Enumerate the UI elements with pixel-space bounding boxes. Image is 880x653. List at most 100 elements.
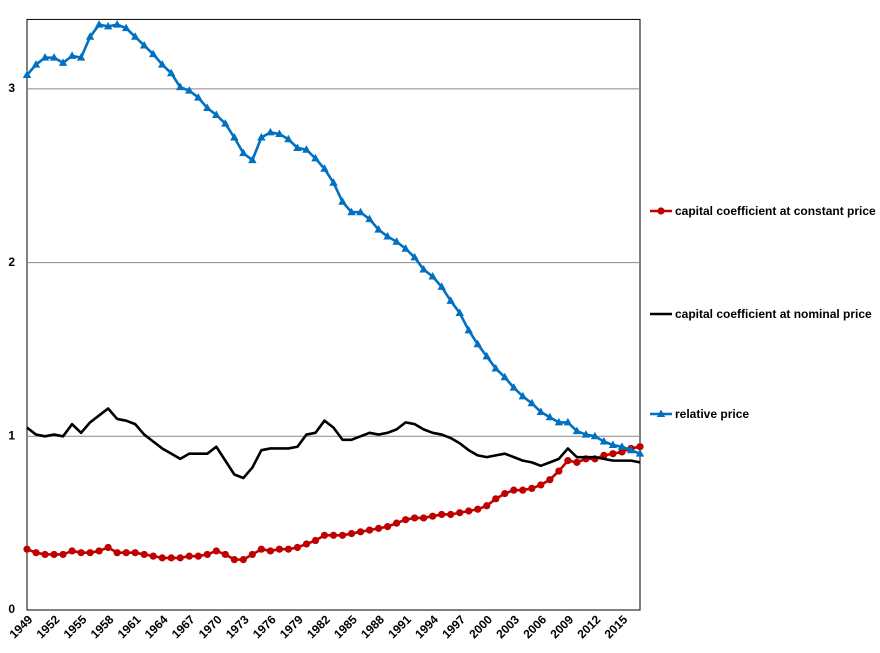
data-point	[266, 127, 275, 136]
data-point	[365, 526, 374, 534]
data-point	[85, 32, 95, 40]
data-point	[257, 545, 265, 553]
data-point	[635, 449, 645, 457]
data-point	[527, 398, 537, 407]
data-point	[158, 60, 167, 68]
data-point	[491, 364, 500, 372]
data-point	[67, 51, 77, 59]
data-point	[113, 549, 121, 557]
data-point	[275, 129, 284, 138]
x-tick-label: 1988	[358, 612, 387, 641]
data-point	[149, 49, 158, 58]
data-point	[311, 536, 320, 545]
x-tick-label: 2012	[575, 612, 604, 641]
data-point	[49, 53, 59, 61]
x-tick-label: 2009	[547, 612, 576, 641]
data-point	[501, 490, 509, 498]
data-point	[203, 103, 212, 112]
data-point	[41, 550, 49, 559]
data-point	[112, 20, 122, 28]
data-point	[609, 450, 617, 458]
data-point	[564, 457, 572, 465]
data-point	[438, 510, 446, 519]
data-point	[302, 540, 311, 548]
legend-marker	[657, 207, 665, 215]
x-tick-label: 1985	[331, 612, 360, 641]
x-tick-label: 2003	[493, 612, 522, 641]
data-point	[419, 265, 428, 273]
data-point	[528, 484, 536, 493]
data-point	[58, 58, 68, 66]
data-point	[212, 110, 221, 118]
data-point	[121, 23, 131, 32]
data-point	[383, 232, 392, 240]
data-point	[122, 549, 130, 557]
y-tick-label: 2	[8, 255, 15, 269]
data-point	[149, 552, 157, 560]
data-point	[383, 523, 392, 531]
x-tick-label: 1952	[34, 612, 63, 641]
data-point	[248, 155, 257, 164]
data-point	[474, 505, 482, 513]
data-point	[338, 531, 347, 539]
data-point	[599, 437, 609, 445]
data-point	[465, 507, 473, 515]
data-point	[293, 143, 302, 151]
data-point	[176, 554, 184, 562]
data-point	[636, 443, 644, 451]
data-point	[40, 53, 50, 61]
plot-area	[26, 18, 641, 611]
data-point	[284, 545, 293, 553]
data-point	[411, 514, 419, 522]
data-point	[50, 550, 58, 559]
data-point	[545, 412, 555, 421]
data-point	[329, 178, 338, 186]
x-tick-label: 1949	[7, 612, 36, 641]
data-point	[374, 225, 383, 233]
y-tick-label: 1	[8, 428, 15, 442]
data-point	[347, 529, 356, 538]
data-point	[167, 68, 176, 77]
x-tick-label: 1973	[223, 612, 252, 641]
data-point	[86, 549, 94, 557]
data-point	[429, 512, 437, 520]
data-point	[573, 458, 581, 466]
data-point	[257, 133, 266, 141]
data-point	[185, 552, 193, 560]
data-point	[492, 495, 500, 503]
data-point	[176, 82, 185, 91]
data-point	[59, 550, 67, 559]
x-tick-label: 1991	[385, 612, 414, 641]
data-point	[356, 207, 365, 216]
x-tick-label: 1958	[88, 612, 117, 641]
data-point	[536, 407, 546, 415]
data-point	[239, 556, 247, 564]
data-point	[329, 531, 338, 539]
data-point	[22, 70, 32, 79]
data-point	[600, 451, 608, 460]
data-point	[428, 271, 437, 280]
data-point	[581, 430, 591, 438]
data-point	[402, 516, 410, 524]
data-point	[456, 509, 464, 517]
data-point	[76, 53, 86, 61]
data-point	[365, 214, 374, 223]
data-point	[374, 524, 383, 532]
data-point	[482, 351, 491, 360]
data-point	[510, 486, 518, 494]
data-point	[221, 119, 230, 127]
x-tick-label: 2015	[602, 612, 631, 641]
x-tick-label: 2006	[520, 612, 549, 641]
data-point	[230, 556, 238, 564]
data-point	[140, 550, 148, 559]
data-point	[275, 545, 284, 553]
data-point	[77, 549, 85, 557]
y-tick-label: 3	[8, 81, 15, 95]
data-point	[347, 207, 356, 216]
data-point	[410, 252, 419, 261]
data-point	[509, 383, 518, 391]
data-point	[302, 145, 311, 153]
data-point	[284, 134, 293, 143]
data-point	[212, 547, 220, 555]
